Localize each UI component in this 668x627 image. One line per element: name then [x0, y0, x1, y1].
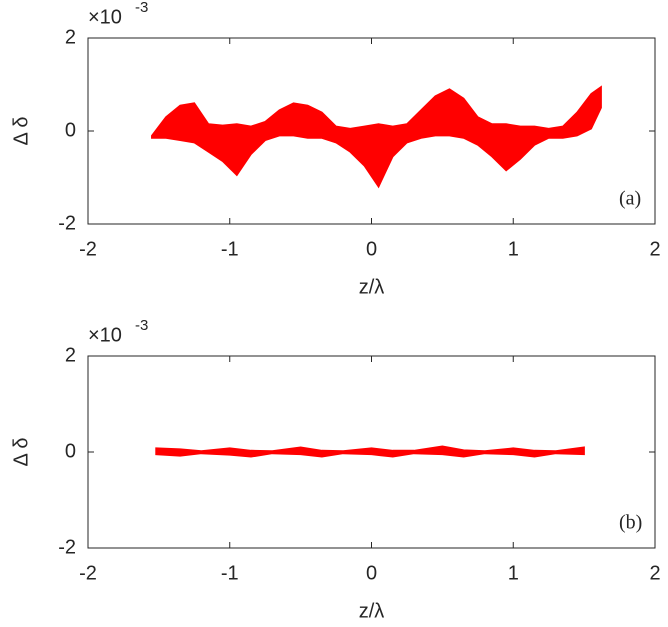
x-tick-label: 2	[649, 238, 660, 260]
exponent-base: ×10	[88, 324, 122, 346]
panel: -2 -1 0 1 2 -2 0 2 z/λ Δ δ ×10 -3 (b)	[10, 317, 660, 622]
x-tick-label: 0	[366, 238, 377, 260]
x-tick-label: 1	[508, 238, 519, 260]
scatter-band	[155, 445, 585, 458]
y-axis-label: Δ δ	[10, 117, 32, 146]
x-tick-label: -2	[79, 238, 97, 260]
x-axis-label: z/λ	[359, 276, 385, 298]
annotation: (a)	[619, 188, 641, 210]
y-tick-label: 0	[65, 440, 76, 462]
x-tick-label: 2	[649, 562, 660, 584]
x-axis-label: z/λ	[359, 600, 385, 622]
x-tick-label: -1	[221, 238, 239, 260]
y-tick-label: 2	[65, 26, 76, 48]
annotation: (b)	[619, 512, 642, 534]
y-tick-label: -2	[58, 536, 76, 558]
x-tick-label: -1	[221, 562, 239, 584]
exponent: -3	[135, 317, 148, 334]
x-tick-label: 1	[508, 562, 519, 584]
exponent: -3	[135, 0, 148, 16]
y-tick-label: 2	[65, 344, 76, 366]
y-tick-label: 0	[65, 119, 76, 141]
exponent-base: ×10	[88, 6, 122, 28]
x-tick-label: -2	[79, 562, 97, 584]
y-tick-label: -2	[58, 212, 76, 234]
y-axis-label: Δ δ	[10, 438, 32, 467]
x-tick-label: 0	[366, 562, 377, 584]
scatter-band	[151, 85, 602, 189]
panel: -2 -1 0 1 2 -2 0 2 z/λ Δ δ ×10 -3 (a)	[10, 0, 660, 298]
